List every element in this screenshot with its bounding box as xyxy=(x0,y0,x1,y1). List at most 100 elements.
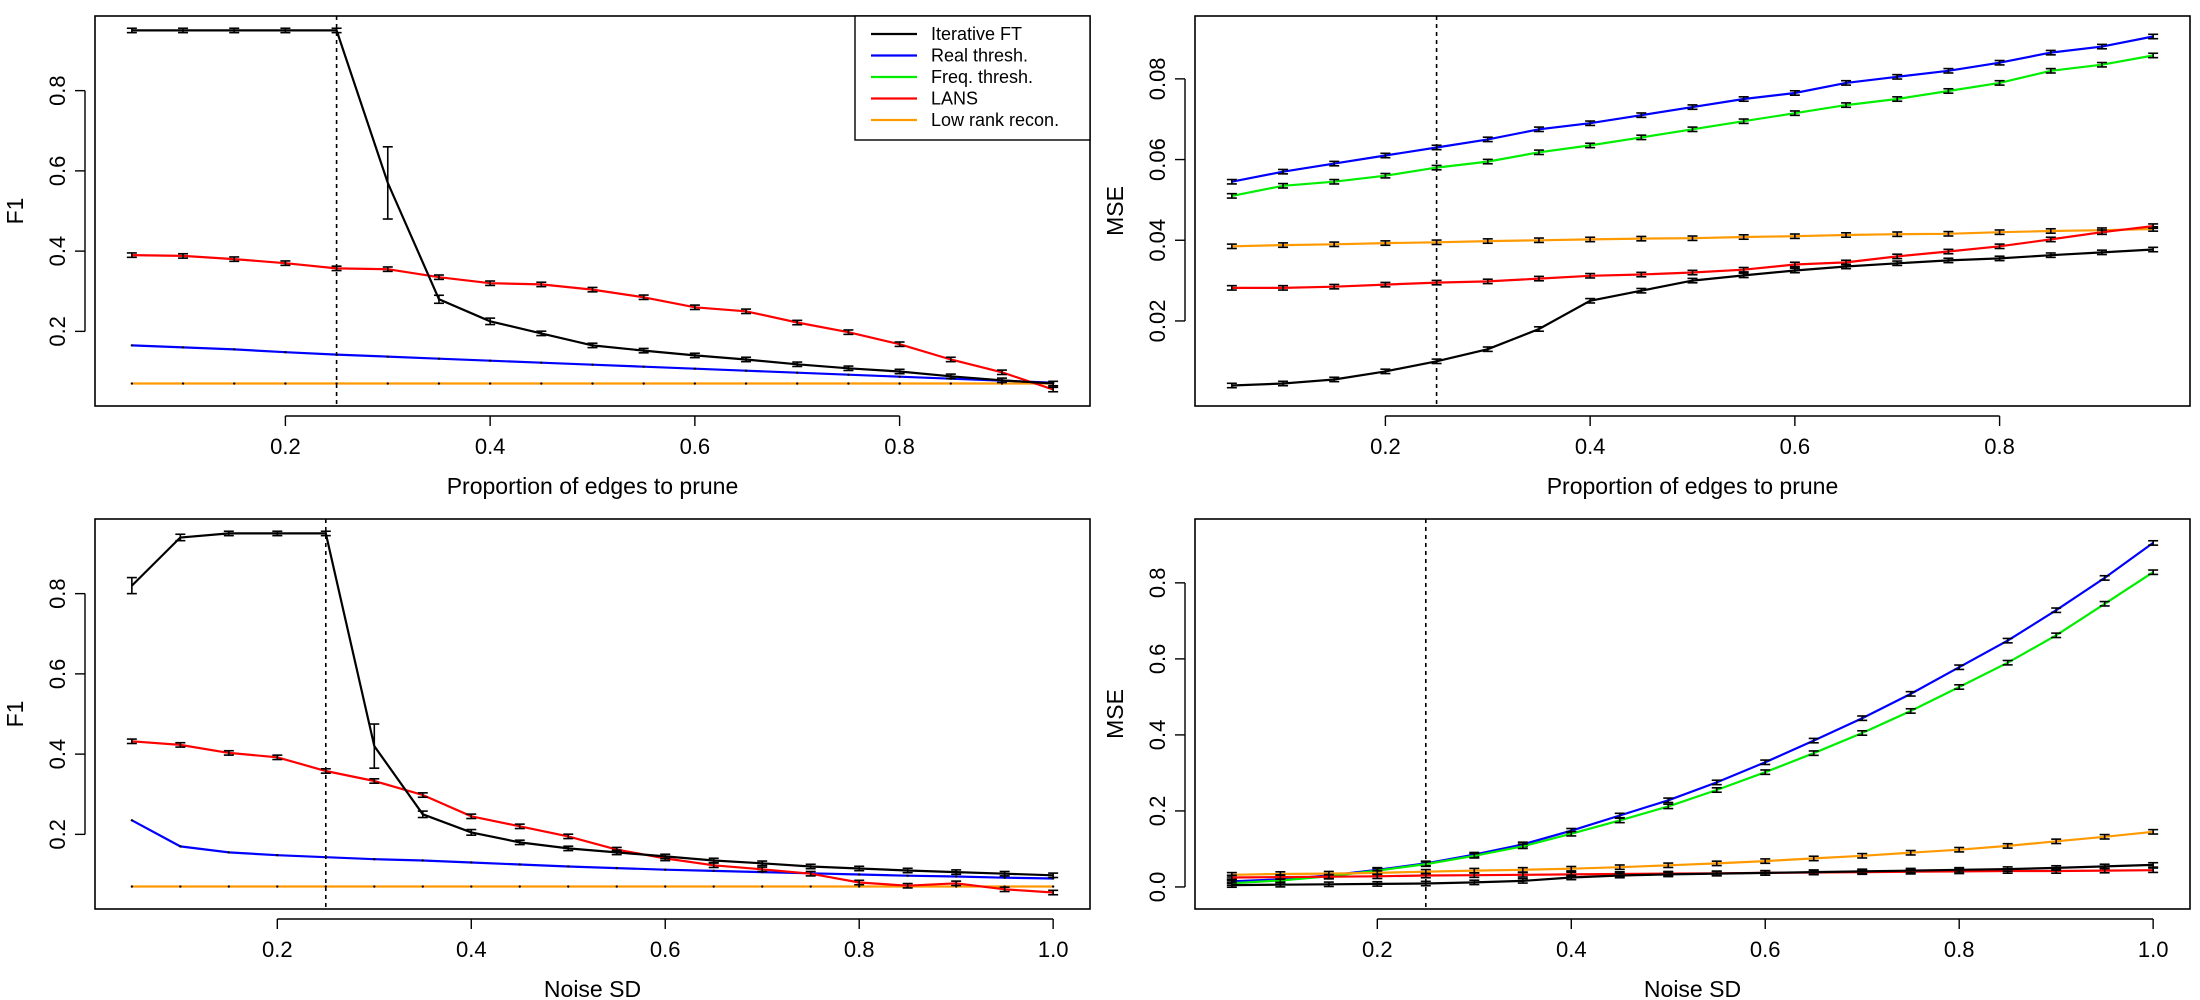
series-line-iterative-ft xyxy=(1231,863,2154,887)
plot-frame xyxy=(94,518,1091,910)
data-point xyxy=(518,885,521,888)
series-iterative-ft xyxy=(126,27,1059,387)
x-tick-label: 0.6 xyxy=(650,937,681,962)
data-point xyxy=(470,861,473,864)
legend-label-lans: LANS xyxy=(931,89,978,109)
y-axis-label: F1 xyxy=(2,701,28,728)
x-tick-label: 0.8 xyxy=(1984,434,2015,459)
x-axis-label: Proportion of edges to prune xyxy=(1547,473,1839,499)
x-axis-label: Noise SD xyxy=(1644,976,1741,1000)
data-point xyxy=(591,382,594,385)
series-lans xyxy=(126,252,1059,393)
x-tick-label: 0.2 xyxy=(1370,434,1401,459)
series-line-freq-thresh xyxy=(1231,54,2154,197)
data-point xyxy=(324,885,328,888)
data-point xyxy=(615,866,618,870)
data-point xyxy=(488,382,492,385)
series-line-lans xyxy=(131,254,1054,391)
data-point xyxy=(664,868,667,871)
x-tick-label: 1.0 xyxy=(2138,937,2169,962)
data-point xyxy=(130,382,134,385)
x-tick-label: 1.0 xyxy=(1038,937,1069,962)
data-point xyxy=(693,367,697,370)
series-line-lans xyxy=(131,740,1054,894)
x-axis: 0.2 0.4 0.6 0.8 xyxy=(270,415,915,459)
data-point xyxy=(373,885,376,888)
data-point xyxy=(386,355,389,358)
x-tick-label: 0.2 xyxy=(262,937,293,962)
data-point xyxy=(276,854,279,857)
data-point xyxy=(949,382,952,385)
y-tick-label: 0.4 xyxy=(45,236,70,267)
x-tick-label: 0.4 xyxy=(1556,937,1587,962)
y-axis: 0.2 0.4 0.6 0.8 xyxy=(45,578,86,850)
data-point xyxy=(847,373,850,376)
x-tick-label: 0.8 xyxy=(1944,937,1975,962)
data-point xyxy=(227,885,231,888)
series-freq-thresh xyxy=(1226,569,2159,887)
series-iterative-ft xyxy=(1226,861,2159,889)
data-point xyxy=(540,382,543,385)
data-point xyxy=(276,885,279,888)
x-tick-label: 0.6 xyxy=(1780,434,1811,459)
legend-label-low-rank-recon: Low rank recon. xyxy=(931,110,1059,130)
data-point xyxy=(421,859,424,862)
data-point xyxy=(470,885,473,888)
data-point xyxy=(284,382,287,385)
series-line-iterative-ft xyxy=(131,532,1054,877)
y-tick-label: 0.6 xyxy=(45,659,70,690)
data-point xyxy=(796,371,799,374)
y-tick-label: 0.2 xyxy=(45,819,70,850)
data-point xyxy=(906,874,909,877)
series-line-freq-thresh xyxy=(1231,571,2154,885)
data-point xyxy=(567,865,570,868)
x-tick-label: 0.8 xyxy=(884,434,915,459)
y-tick-label: 0.02 xyxy=(1145,300,1170,343)
y-tick-label: 0.08 xyxy=(1145,57,1170,100)
data-point xyxy=(642,382,645,385)
data-point xyxy=(761,885,764,888)
x-tick-label: 0.2 xyxy=(1362,937,1393,962)
legend-label-real-thresh: Real thresh. xyxy=(931,46,1028,66)
x-tick-label: 0.4 xyxy=(456,937,487,962)
y-tick-label: 0.4 xyxy=(1145,720,1170,751)
data-point xyxy=(847,382,850,385)
x-axis: 0.2 0.4 0.6 0.8 1.0 xyxy=(262,918,1069,962)
y-tick-label: 0.0 xyxy=(1145,872,1170,903)
panel-tl: 0.2 0.4 0.6 0.8 Proportion of edges to prune… xyxy=(2,15,1091,499)
y-tick-label: 0.8 xyxy=(1145,568,1170,599)
data-point xyxy=(693,382,697,385)
data-point xyxy=(518,863,521,866)
plot-frame xyxy=(1194,518,2191,910)
data-point xyxy=(615,885,618,888)
x-tick-label: 0.6 xyxy=(680,434,711,459)
data-point xyxy=(712,869,715,873)
data-point xyxy=(233,382,236,385)
y-tick-label: 0.8 xyxy=(45,578,70,609)
data-point xyxy=(1051,885,1055,888)
data-point xyxy=(373,858,376,861)
data-point xyxy=(898,382,901,385)
y-tick-label: 0.6 xyxy=(45,156,70,187)
data-point xyxy=(335,382,338,385)
data-point xyxy=(227,851,231,854)
data-point xyxy=(642,365,645,368)
data-point xyxy=(857,873,861,876)
data-point xyxy=(324,856,328,859)
y-tick-label: 0.2 xyxy=(1145,796,1170,827)
legend-label-freq-thresh: Freq. thresh. xyxy=(931,67,1033,87)
series-iterative-ft xyxy=(1226,246,2159,389)
series-line-low-rank-recon xyxy=(1231,830,2154,876)
y-axis: 0.02 0.04 0.06 0.08 xyxy=(1145,57,1186,343)
data-point xyxy=(179,885,182,888)
data-point xyxy=(809,885,812,888)
y-tick-label: 0.4 xyxy=(45,739,70,770)
data-point xyxy=(898,375,901,378)
x-tick-label: 0.6 xyxy=(1750,937,1781,962)
series-freq-thresh xyxy=(1226,52,2159,199)
series-low-rank-recon xyxy=(130,382,1055,385)
data-point xyxy=(437,357,441,360)
series-low-rank-recon xyxy=(1226,225,2159,250)
